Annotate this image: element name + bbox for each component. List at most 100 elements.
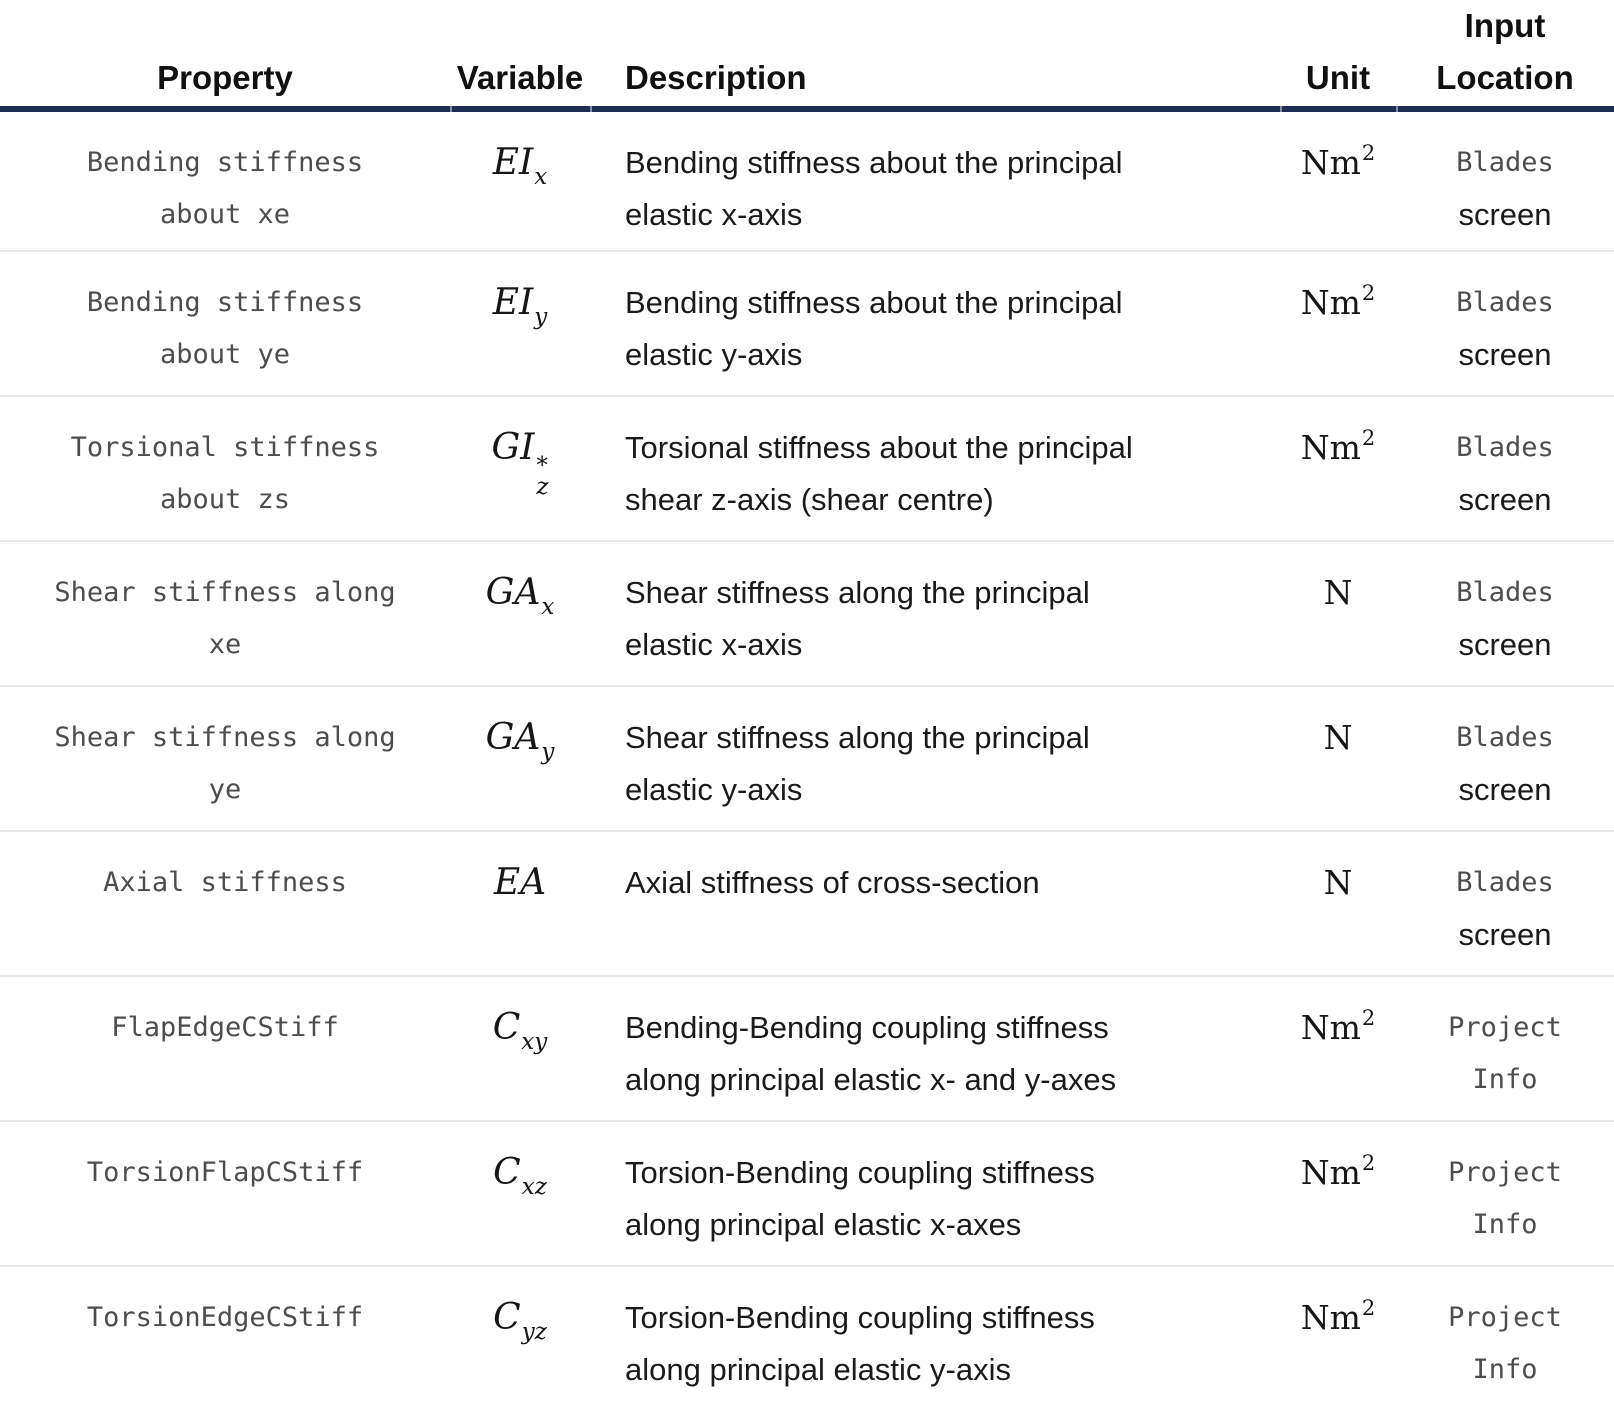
unit-exponent: 2 bbox=[1361, 1296, 1376, 1320]
unit-cell: Nm2 bbox=[1280, 112, 1396, 250]
property-cell: Shear stiffness along xe bbox=[0, 542, 450, 685]
unit-symbol: Nm bbox=[1300, 1008, 1361, 1047]
property-line: Torsional stiffness bbox=[70, 432, 380, 463]
property-cell: FlapEdgeCStiff bbox=[0, 977, 450, 1120]
unit-cell: N bbox=[1280, 832, 1396, 975]
location-line: Project bbox=[1448, 1302, 1562, 1333]
variable-symbol: C bbox=[493, 1297, 521, 1338]
variable-symbol: GA bbox=[485, 717, 541, 758]
unit-cell: N bbox=[1280, 687, 1396, 830]
variable-symbol: GA bbox=[485, 572, 541, 613]
description-cell: Shear stiffness along the principal elast… bbox=[590, 687, 1280, 830]
description-line: Bending stiffness about the principal bbox=[625, 285, 1123, 320]
location-cell: Blades screen bbox=[1396, 112, 1614, 250]
unit-exponent: 2 bbox=[1361, 141, 1376, 165]
property-line: about xe bbox=[159, 199, 291, 230]
description-line: Shear stiffness along the principal bbox=[625, 575, 1090, 610]
location-line: screen bbox=[1458, 337, 1552, 372]
table-row: Shear stiffness along xe GAx Shear stiffn… bbox=[0, 542, 1614, 687]
property-line: ye bbox=[208, 774, 242, 805]
variable-cell: GAy bbox=[450, 687, 590, 830]
property-line: xe bbox=[208, 629, 242, 660]
location-line: Project bbox=[1448, 1157, 1562, 1188]
description-cell: Torsion-Bending coupling stiffness along … bbox=[590, 1122, 1280, 1265]
description-line: elastic x-axis bbox=[625, 627, 803, 662]
location-cell: Blades screen bbox=[1396, 687, 1614, 830]
description-cell: Axial stiffness of cross-section bbox=[590, 832, 1280, 975]
table-header-row: Property Variable Description Unit Input… bbox=[0, 0, 1614, 106]
table-row: FlapEdgeCStiff Cxy Bending-Bending coupl… bbox=[0, 977, 1614, 1122]
table-row: Torsional stiffness about zs GI * z Torsion… bbox=[0, 397, 1614, 542]
variable-subscript: yz bbox=[521, 1319, 547, 1345]
unit-symbol: Nm bbox=[1300, 283, 1361, 322]
column-header-unit: Unit bbox=[1305, 59, 1371, 96]
unit-exponent: 2 bbox=[1361, 1151, 1376, 1175]
location-line: screen bbox=[1458, 627, 1552, 662]
unit-symbol: N bbox=[1323, 718, 1353, 757]
unit-symbol: Nm bbox=[1300, 1298, 1361, 1337]
variable-subscript: x bbox=[534, 164, 548, 190]
property-cell: TorsionFlapCStiff bbox=[0, 1122, 450, 1265]
unit-exponent: 2 bbox=[1361, 281, 1376, 305]
location-cell: Project Info bbox=[1396, 1267, 1614, 1419]
property-line: TorsionFlapCStiff bbox=[86, 1157, 364, 1188]
property-cell: Shear stiffness along ye bbox=[0, 687, 450, 830]
column-header-description: Description bbox=[625, 59, 807, 96]
column-divider bbox=[1280, 106, 1282, 112]
property-line: about zs bbox=[159, 484, 291, 515]
property-cell: Bending stiffness about xe bbox=[0, 112, 450, 250]
unit-symbol: N bbox=[1323, 863, 1353, 902]
column-divider bbox=[590, 106, 592, 112]
variable-symbol: C bbox=[492, 1007, 521, 1048]
unit-cell: Nm2 bbox=[1280, 252, 1396, 395]
column-header-property: Property bbox=[157, 59, 293, 96]
unit-exponent: 2 bbox=[1361, 426, 1376, 450]
description-line: Torsion-Bending coupling stiffness bbox=[625, 1155, 1095, 1190]
table-row: Axial stiffness EA Axial stiffness of cr… bbox=[0, 832, 1614, 977]
variable-symbol: EI bbox=[492, 142, 534, 183]
property-line: Axial stiffness bbox=[103, 867, 347, 898]
location-line: Info bbox=[1472, 1064, 1538, 1095]
location-line: Project bbox=[1448, 1012, 1562, 1043]
table-row: Bending stiffness about xe EIx Bending st… bbox=[0, 112, 1614, 252]
property-line: TorsionEdgeCStiff bbox=[86, 1302, 364, 1333]
unit-symbol: Nm bbox=[1300, 428, 1361, 467]
variable-cell: Cxz bbox=[450, 1122, 590, 1265]
variable-cell: EIx bbox=[450, 112, 590, 250]
property-line: Bending stiffness bbox=[86, 147, 364, 178]
variable-subscript: xz bbox=[521, 1174, 547, 1200]
table-row: Bending stiffness about ye EIy Bending st… bbox=[0, 252, 1614, 397]
location-cell: Blades screen bbox=[1396, 542, 1614, 685]
location-line: Info bbox=[1472, 1354, 1538, 1385]
variable-cell: EIy bbox=[450, 252, 590, 395]
description-line: along principal elastic y-axis bbox=[625, 1352, 1011, 1387]
description-line: Torsion-Bending coupling stiffness bbox=[625, 1300, 1095, 1335]
unit-cell: N bbox=[1280, 542, 1396, 685]
location-line: screen bbox=[1458, 482, 1552, 517]
table-row: TorsionEdgeCStiff Cyz Torsion-Bending co… bbox=[0, 1267, 1614, 1419]
variable-subscript: y bbox=[534, 304, 548, 330]
description-line: Shear stiffness along the principal bbox=[625, 720, 1090, 755]
unit-symbol: Nm bbox=[1300, 143, 1361, 182]
property-line: about ye bbox=[159, 339, 291, 370]
variable-cell: GAx bbox=[450, 542, 590, 685]
location-cell: Blades screen bbox=[1396, 832, 1614, 975]
property-line: Bending stiffness bbox=[86, 287, 364, 318]
variable-symbol: EI bbox=[492, 282, 534, 323]
property-cell: Axial stiffness bbox=[0, 832, 450, 975]
location-line: Blades bbox=[1456, 147, 1554, 178]
property-line: Shear stiffness along bbox=[54, 577, 396, 608]
variable-symbol: GI bbox=[491, 427, 535, 468]
description-cell: Torsion-Bending coupling stiffness along … bbox=[590, 1267, 1280, 1419]
unit-cell: Nm2 bbox=[1280, 1267, 1396, 1419]
column-header-input-location: Input Location bbox=[1436, 7, 1574, 96]
unit-cell: Nm2 bbox=[1280, 1122, 1396, 1265]
table-row: TorsionFlapCStiff Cxz Torsion-Bending co… bbox=[0, 1122, 1614, 1267]
location-line: Blades bbox=[1456, 287, 1554, 318]
property-cell: Bending stiffness about ye bbox=[0, 252, 450, 395]
location-line: screen bbox=[1458, 917, 1552, 952]
table-row: Shear stiffness along ye GAy Shear stiffn… bbox=[0, 687, 1614, 832]
variable-subscript: xy bbox=[521, 1029, 548, 1055]
table-body: Bending stiffness about xe EIx Bending st… bbox=[0, 112, 1614, 1419]
location-line: Blades bbox=[1456, 867, 1554, 898]
